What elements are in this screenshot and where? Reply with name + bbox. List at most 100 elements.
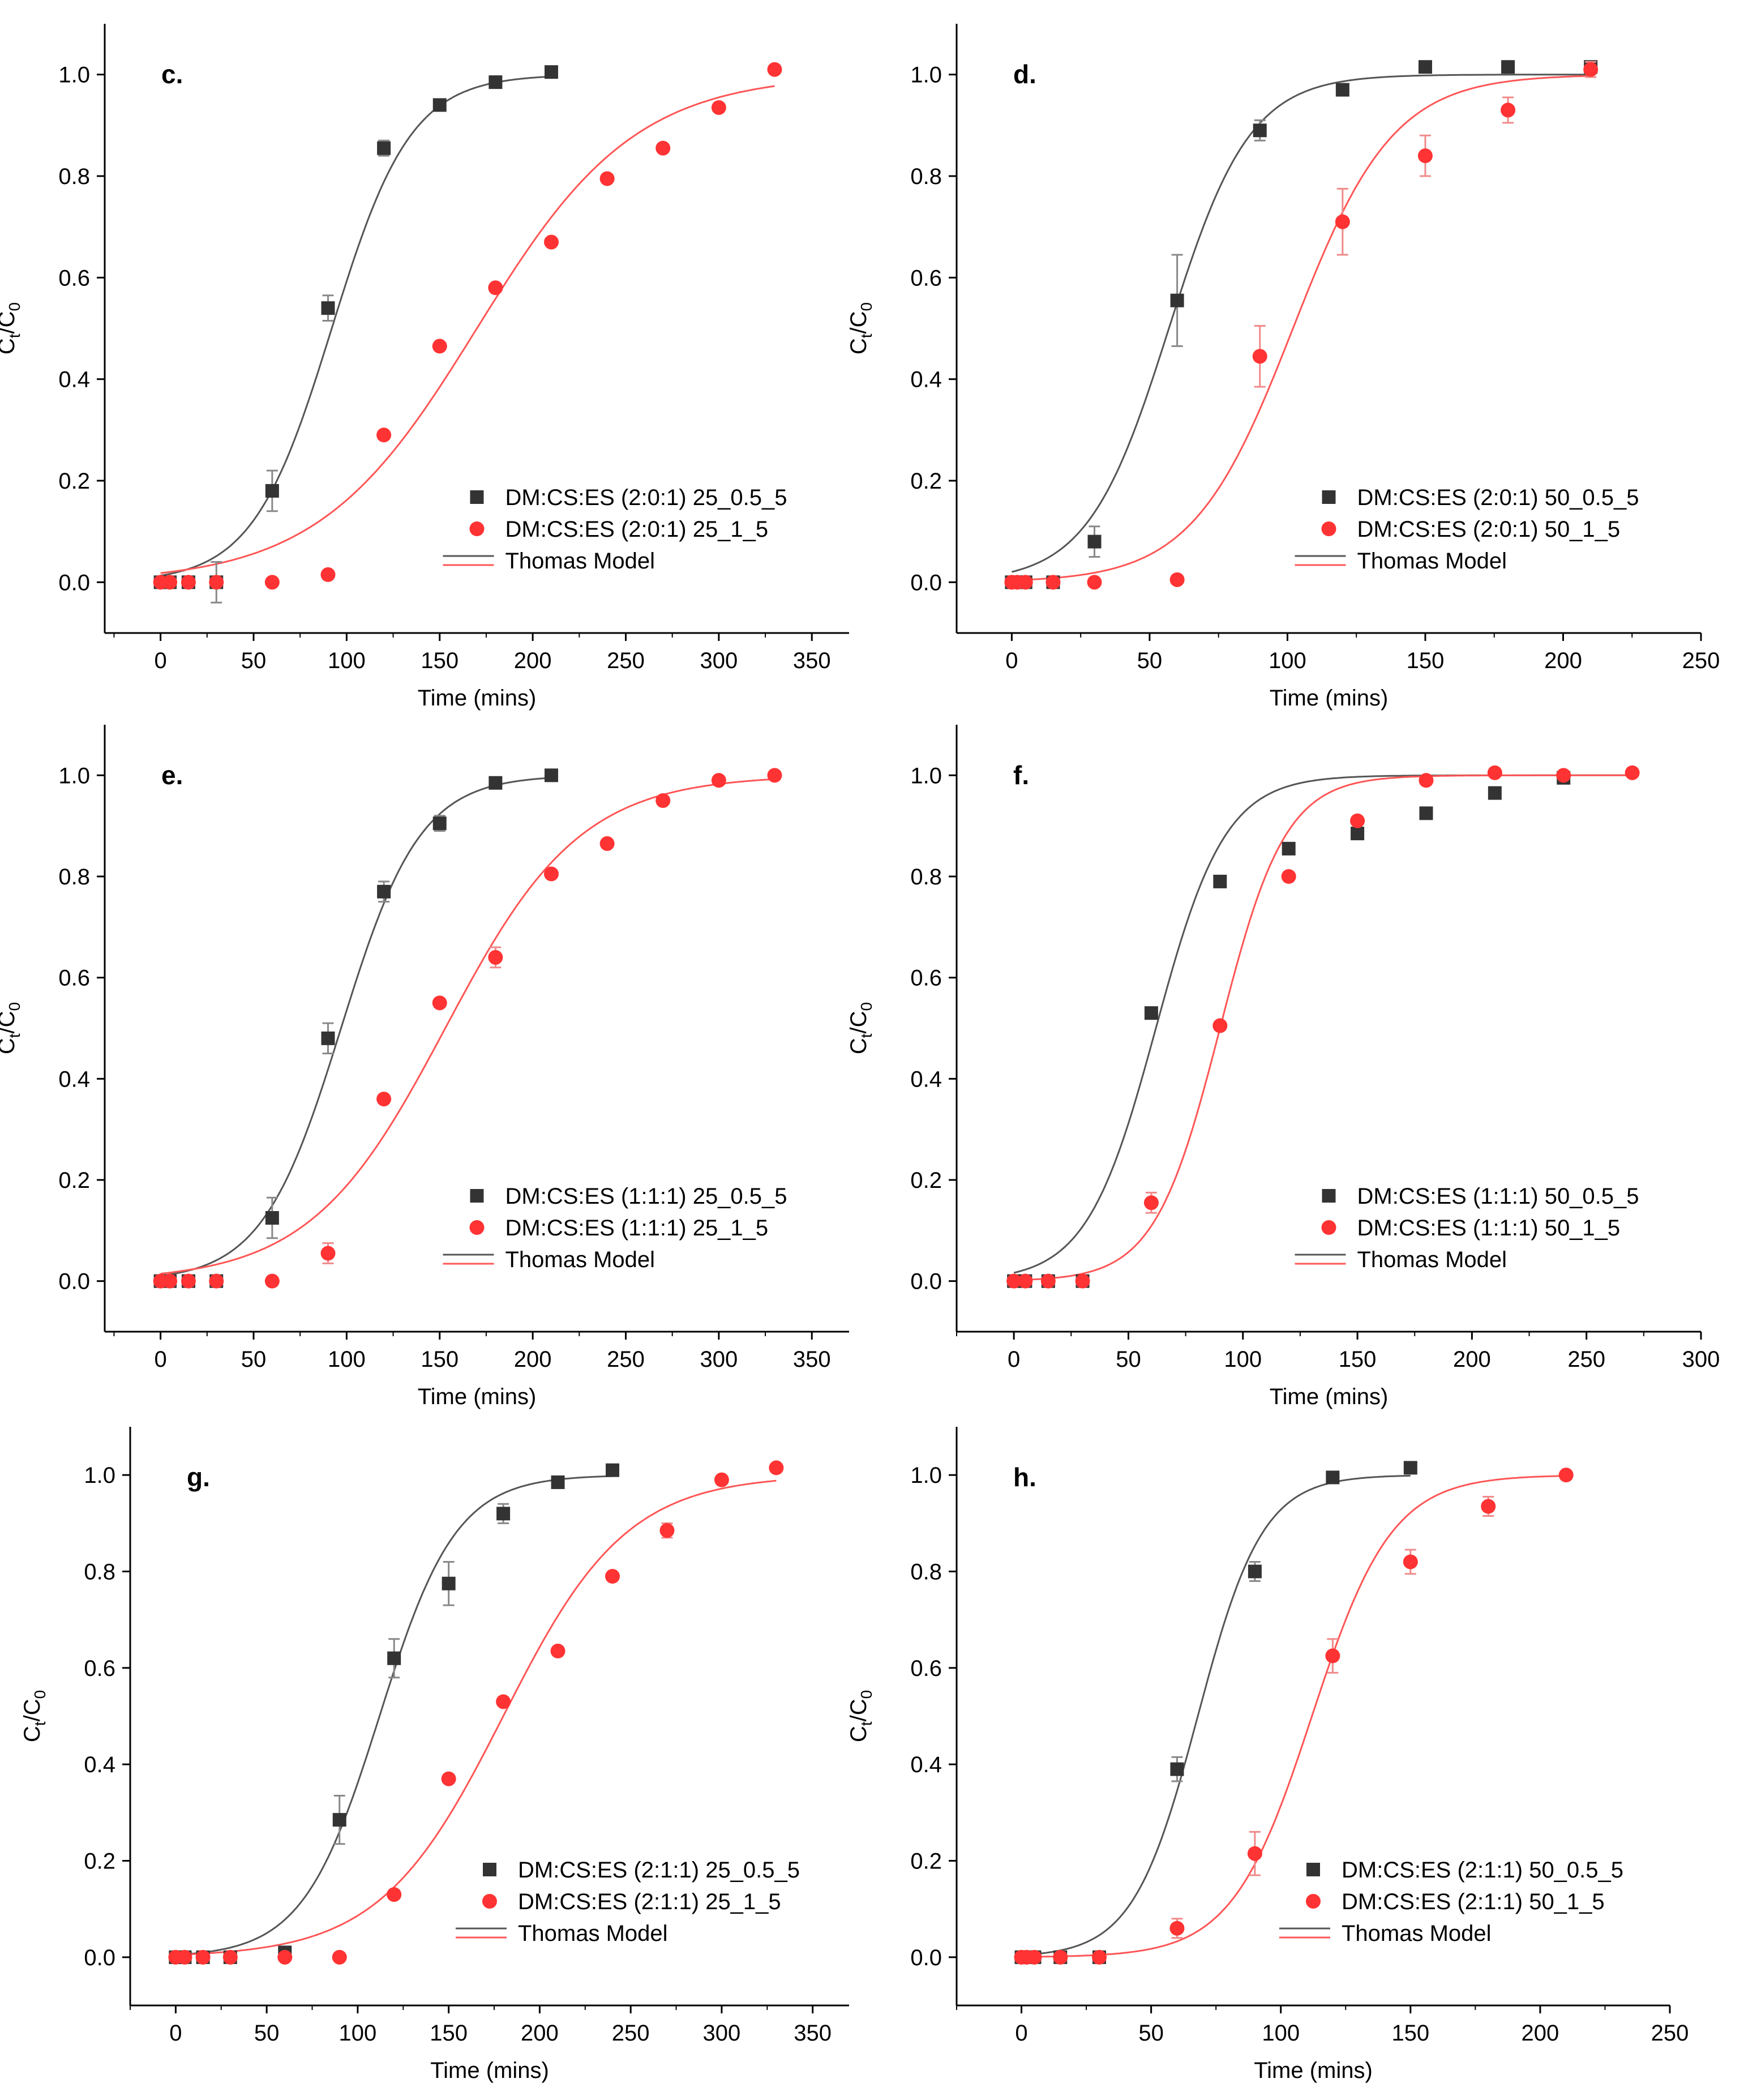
data-point-circle [488,280,503,296]
legend-label: DM:CS:ES (2:1:1) 50_1_5 [1342,1889,1605,1914]
x-tick-label: 50 [241,1347,267,1372]
y-tick-label: 0.8 [58,865,90,889]
data-point-circle [1053,1949,1068,1965]
legend-label: DM:CS:ES (2:1:1) 25_1_5 [518,1889,781,1914]
x-tick-label: 300 [700,1347,738,1372]
legend-square-marker [470,490,484,504]
y-tick-label: 0.6 [58,266,90,290]
panel-label: f. [1013,760,1029,790]
data-point-circle [1092,1949,1107,1965]
data-point-circle [1045,575,1061,590]
y-tick-label: 0.6 [84,1656,115,1681]
data-point-circle [1335,214,1350,229]
data-point-circle [599,171,615,186]
y-tick-label: 0.6 [58,966,90,991]
x-tick-label: 100 [1269,648,1306,673]
legend-label: DM:CS:ES (2:0:1) 50_1_5 [1357,517,1621,542]
data-point-circle [1018,575,1033,590]
y-tick-label: 0.4 [910,1067,942,1092]
y-axis-title: Ct/C0 [0,1002,23,1054]
legend-circle-marker [1306,1894,1321,1909]
legend-square-marker [1306,1863,1320,1876]
x-tick-label: 0 [1015,2021,1027,2046]
legend-circle-marker [1321,521,1336,536]
data-point-circle [488,950,503,965]
x-tick-label: 150 [1339,1347,1377,1372]
data-point-circle [1212,1018,1228,1033]
data-point-circle [711,100,726,115]
data-point-circle [544,866,559,882]
data-point-square [377,884,391,899]
x-tick-label: 100 [1224,1347,1262,1372]
data-point-circle [1625,765,1640,780]
y-axis-title-part: t [858,333,875,338]
data-point-circle [162,1273,178,1289]
y-tick-label: 0.6 [910,266,942,290]
x-tick-label: 300 [703,2021,741,2046]
data-point-circle [1481,1499,1496,1514]
thomas-model-fit-red [160,778,775,1275]
legend-square-marker [1322,1189,1336,1203]
thomas-model-fit-black [160,75,552,577]
x-tick-label: 50 [1137,648,1163,673]
x-axis-title: Time (mins) [1254,2058,1373,2083]
legend-label: DM:CS:ES (2:1:1) 50_0.5_5 [1342,1858,1623,1883]
x-axis-title: Time (mins) [430,2058,549,2083]
y-axis-title-part: C [0,1038,19,1054]
data-point-square [265,484,279,498]
y-axis-title-part: /C [0,1011,19,1033]
data-point-square [1335,83,1349,97]
data-point-circle [1040,1273,1056,1289]
y-tick-label: 1.0 [910,763,942,788]
x-tick-label: 100 [339,2021,377,2046]
thomas-model-fit-black [175,1475,613,1956]
x-tick-label: 50 [241,648,267,673]
legend-label: Thomas Model [505,549,655,574]
data-point-circle [376,427,392,443]
data-point-square [265,1211,279,1225]
thomas-model-fit-black [1012,74,1591,573]
x-tick-label: 200 [521,2021,559,2046]
y-axis-title-part: 0 [6,302,23,311]
data-point-circle [1169,572,1185,587]
legend-circle-marker [469,521,485,536]
legend-label: DM:CS:ES (1:1:1) 25_0.5_5 [505,1184,787,1209]
x-axis-title: Time (mins) [418,1384,537,1409]
y-tick-label: 0.0 [910,1269,942,1294]
data-point-square [1488,786,1502,800]
data-point-circle [264,575,280,590]
data-point-circle [195,1949,211,1965]
y-tick-label: 0.8 [910,865,942,889]
data-point-circle [496,1694,511,1709]
y-tick-label: 0.2 [58,1168,90,1193]
y-tick-label: 0.0 [910,1945,942,1970]
y-tick-label: 1.0 [58,63,90,88]
data-point-circle [320,567,336,582]
y-tick-label: 1.0 [58,763,90,788]
data-point-square [432,816,447,831]
x-tick-label: 200 [514,648,552,673]
data-point-circle [711,773,726,788]
data-point-circle [209,575,224,590]
data-point-circle [441,1771,456,1786]
y-axis-title: Ct/C0 [20,1690,49,1742]
data-point-square [1351,827,1365,841]
x-tick-label: 150 [421,648,459,673]
y-axis-title-part: t [6,333,23,338]
x-tick-label: 0 [1008,1347,1020,1372]
x-tick-label: 100 [328,648,366,673]
x-tick-label: 0 [155,1347,167,1372]
legend-label: Thomas Model [505,1247,655,1272]
chart-panel-h: 0.0 0.2 0.4 0.6 0.8 1.0 0 50 100 150 200 250 Time (m… [846,1427,1689,2083]
x-tick-label: 100 [1262,2021,1300,2046]
x-tick-label: 50 [1116,1347,1141,1372]
legend-label: DM:CS:ES (2:0:1) 25_0.5_5 [505,485,787,510]
data-point-square [1419,806,1433,820]
data-point-circle [1583,62,1599,77]
y-axis-title-part: /C [0,311,19,333]
data-point-circle [320,1246,336,1261]
x-tick-label: 0 [169,2021,182,2046]
x-tick-label: 250 [607,648,645,673]
legend-label: Thomas Model [1357,1247,1507,1272]
